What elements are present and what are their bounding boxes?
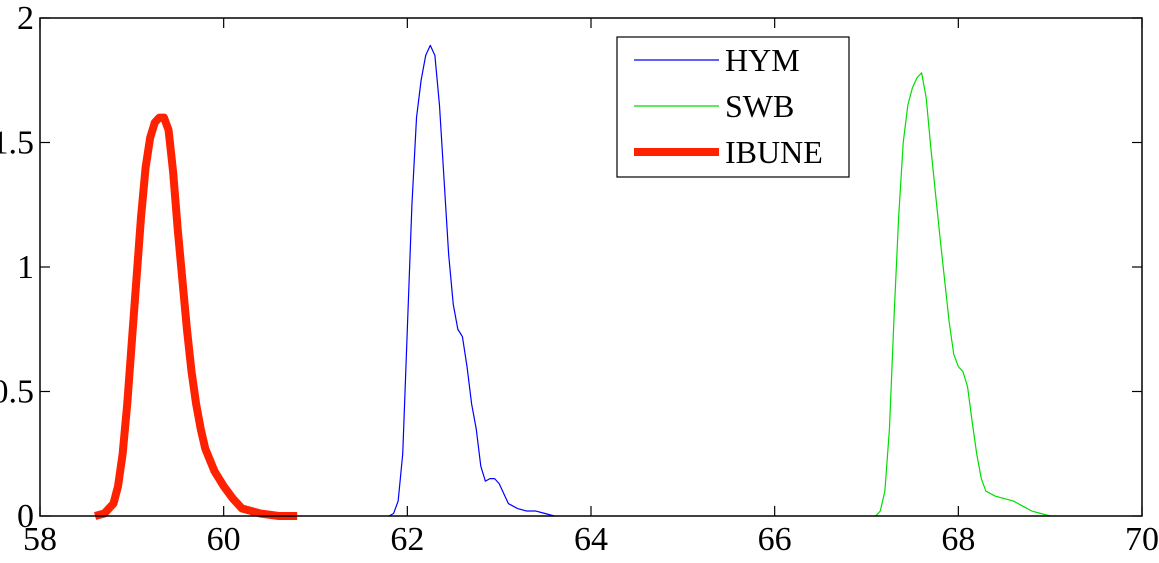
legend: HYM SWB IBUNE — [616, 36, 850, 178]
y-tick-label: 2 — [17, 0, 34, 37]
x-tick-label: 70 — [1125, 521, 1159, 558]
x-tick-label: 60 — [207, 521, 241, 558]
y-tick-label: 1 — [17, 249, 34, 286]
y-tick-label: 1.5 — [0, 125, 34, 162]
series-line-hym — [388, 44, 555, 517]
series-line-swb — [875, 72, 1051, 517]
x-tick-label: 68 — [941, 521, 975, 558]
legend-label-hym: HYM — [725, 42, 800, 78]
series-line-ibune — [94, 113, 298, 520]
legend-label-swb: SWB — [725, 88, 794, 124]
x-tick-label: 58 — [23, 521, 57, 558]
y-tick-label: 0.5 — [0, 374, 34, 411]
legend-label-ibune: IBUNE — [725, 134, 823, 170]
x-tick-label: 62 — [390, 521, 424, 558]
y-tick-label: 0 — [17, 498, 34, 535]
x-tick-label: 64 — [574, 521, 608, 558]
x-tick-label: 66 — [758, 521, 792, 558]
